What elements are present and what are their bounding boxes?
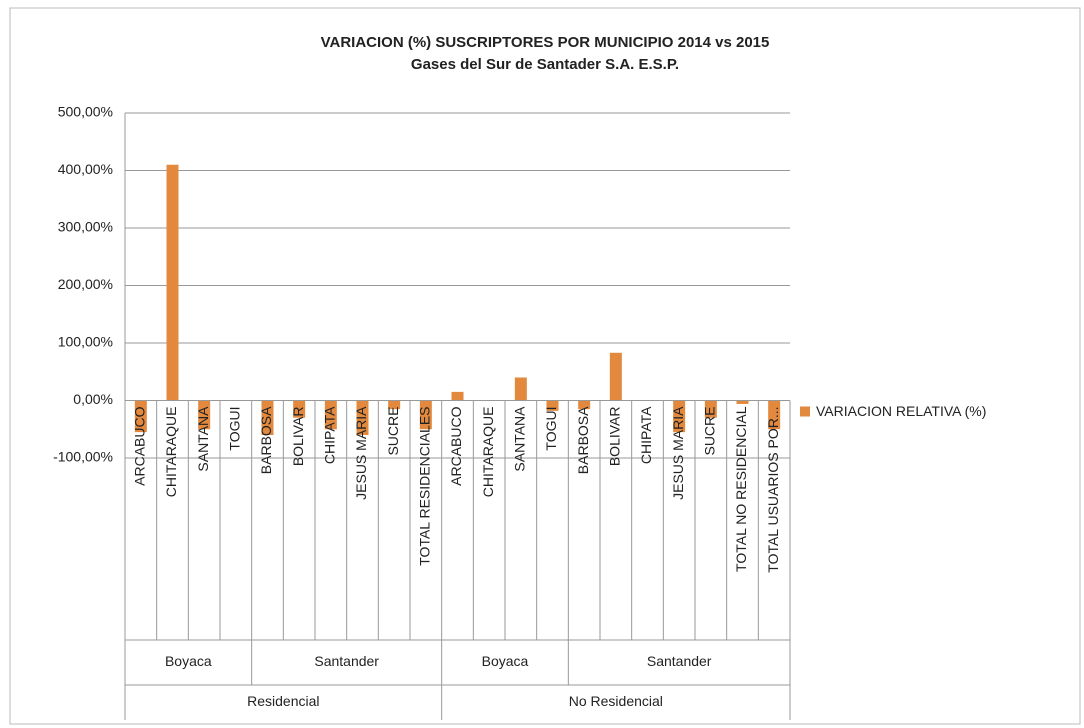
bar [451, 391, 464, 401]
x-tick-label: BOLIVAR [290, 407, 306, 467]
y-tick-label: 400,00% [58, 161, 113, 177]
bar [388, 400, 401, 410]
bar [198, 400, 211, 430]
x-tick-label: TOGUI [227, 407, 243, 451]
x-tick-label: JESUS MARIA [353, 406, 369, 500]
bar [356, 400, 369, 435]
group-label: Residencial [247, 693, 319, 709]
bar [419, 400, 432, 430]
bar [293, 400, 306, 418]
bar [673, 400, 686, 433]
bar [324, 400, 337, 430]
x-tick-label: BARBOSA [258, 406, 274, 474]
bar [546, 400, 559, 411]
bar [768, 400, 781, 430]
y-tick-label: 100,00% [58, 334, 113, 350]
x-tick-label: SANTANA [195, 406, 211, 472]
y-tick-label: -100,00% [53, 449, 113, 465]
chart-title: VARIACION (%) SUSCRIPTORES POR MUNICIPIO… [321, 34, 770, 51]
x-tick-label: SUCRE [385, 407, 401, 456]
bar [261, 400, 274, 435]
bar [609, 352, 622, 401]
bar [578, 400, 591, 410]
bar [704, 400, 717, 418]
legend-swatch [800, 406, 810, 417]
chart-subtitle: Gases del Sur de Santader S.A. E.S.P. [411, 56, 679, 73]
bar [736, 400, 749, 404]
group-label: Santander [314, 653, 379, 669]
x-tick-label: CHITARAQUE [480, 406, 496, 497]
x-tick-label: BOLIVAR [607, 407, 623, 467]
x-tick-label: TOTAL USUARIOS POR... [765, 407, 781, 573]
x-tick-label: ARCABUCO [132, 406, 148, 485]
bar [134, 400, 147, 433]
x-tick-label: JESUS MARIA [670, 406, 686, 500]
y-tick-label: 0,00% [73, 391, 113, 407]
x-tick-label: CHIPATA [322, 406, 338, 464]
group-label: Santander [647, 653, 712, 669]
group-label: Boyaca [165, 653, 212, 669]
group-label: No Residencial [569, 693, 663, 709]
y-tick-label: 300,00% [58, 219, 113, 235]
legend-label: VARIACION RELATIVA (%) [816, 403, 986, 419]
x-tick-label: TOGUI [543, 407, 559, 451]
x-tick-label: CHITARAQUE [163, 407, 179, 498]
group-label: Boyaca [482, 653, 529, 669]
y-tick-label: 500,00% [58, 104, 113, 120]
x-tick-label: TOTAL NO RESIDENCIAL [733, 406, 749, 572]
x-tick-label: BARBOSA [575, 406, 591, 474]
x-tick-label: TOTAL RESIDENCIALES [417, 407, 433, 566]
y-tick-label: 200,00% [58, 276, 113, 292]
x-tick-label: CHIPATA [638, 406, 654, 464]
x-tick-label: SUCRE [702, 407, 718, 456]
bar [514, 377, 527, 401]
bar [166, 164, 179, 401]
x-tick-label: SANTANA [512, 406, 528, 472]
x-tick-label: ARCABUCO [448, 406, 464, 485]
